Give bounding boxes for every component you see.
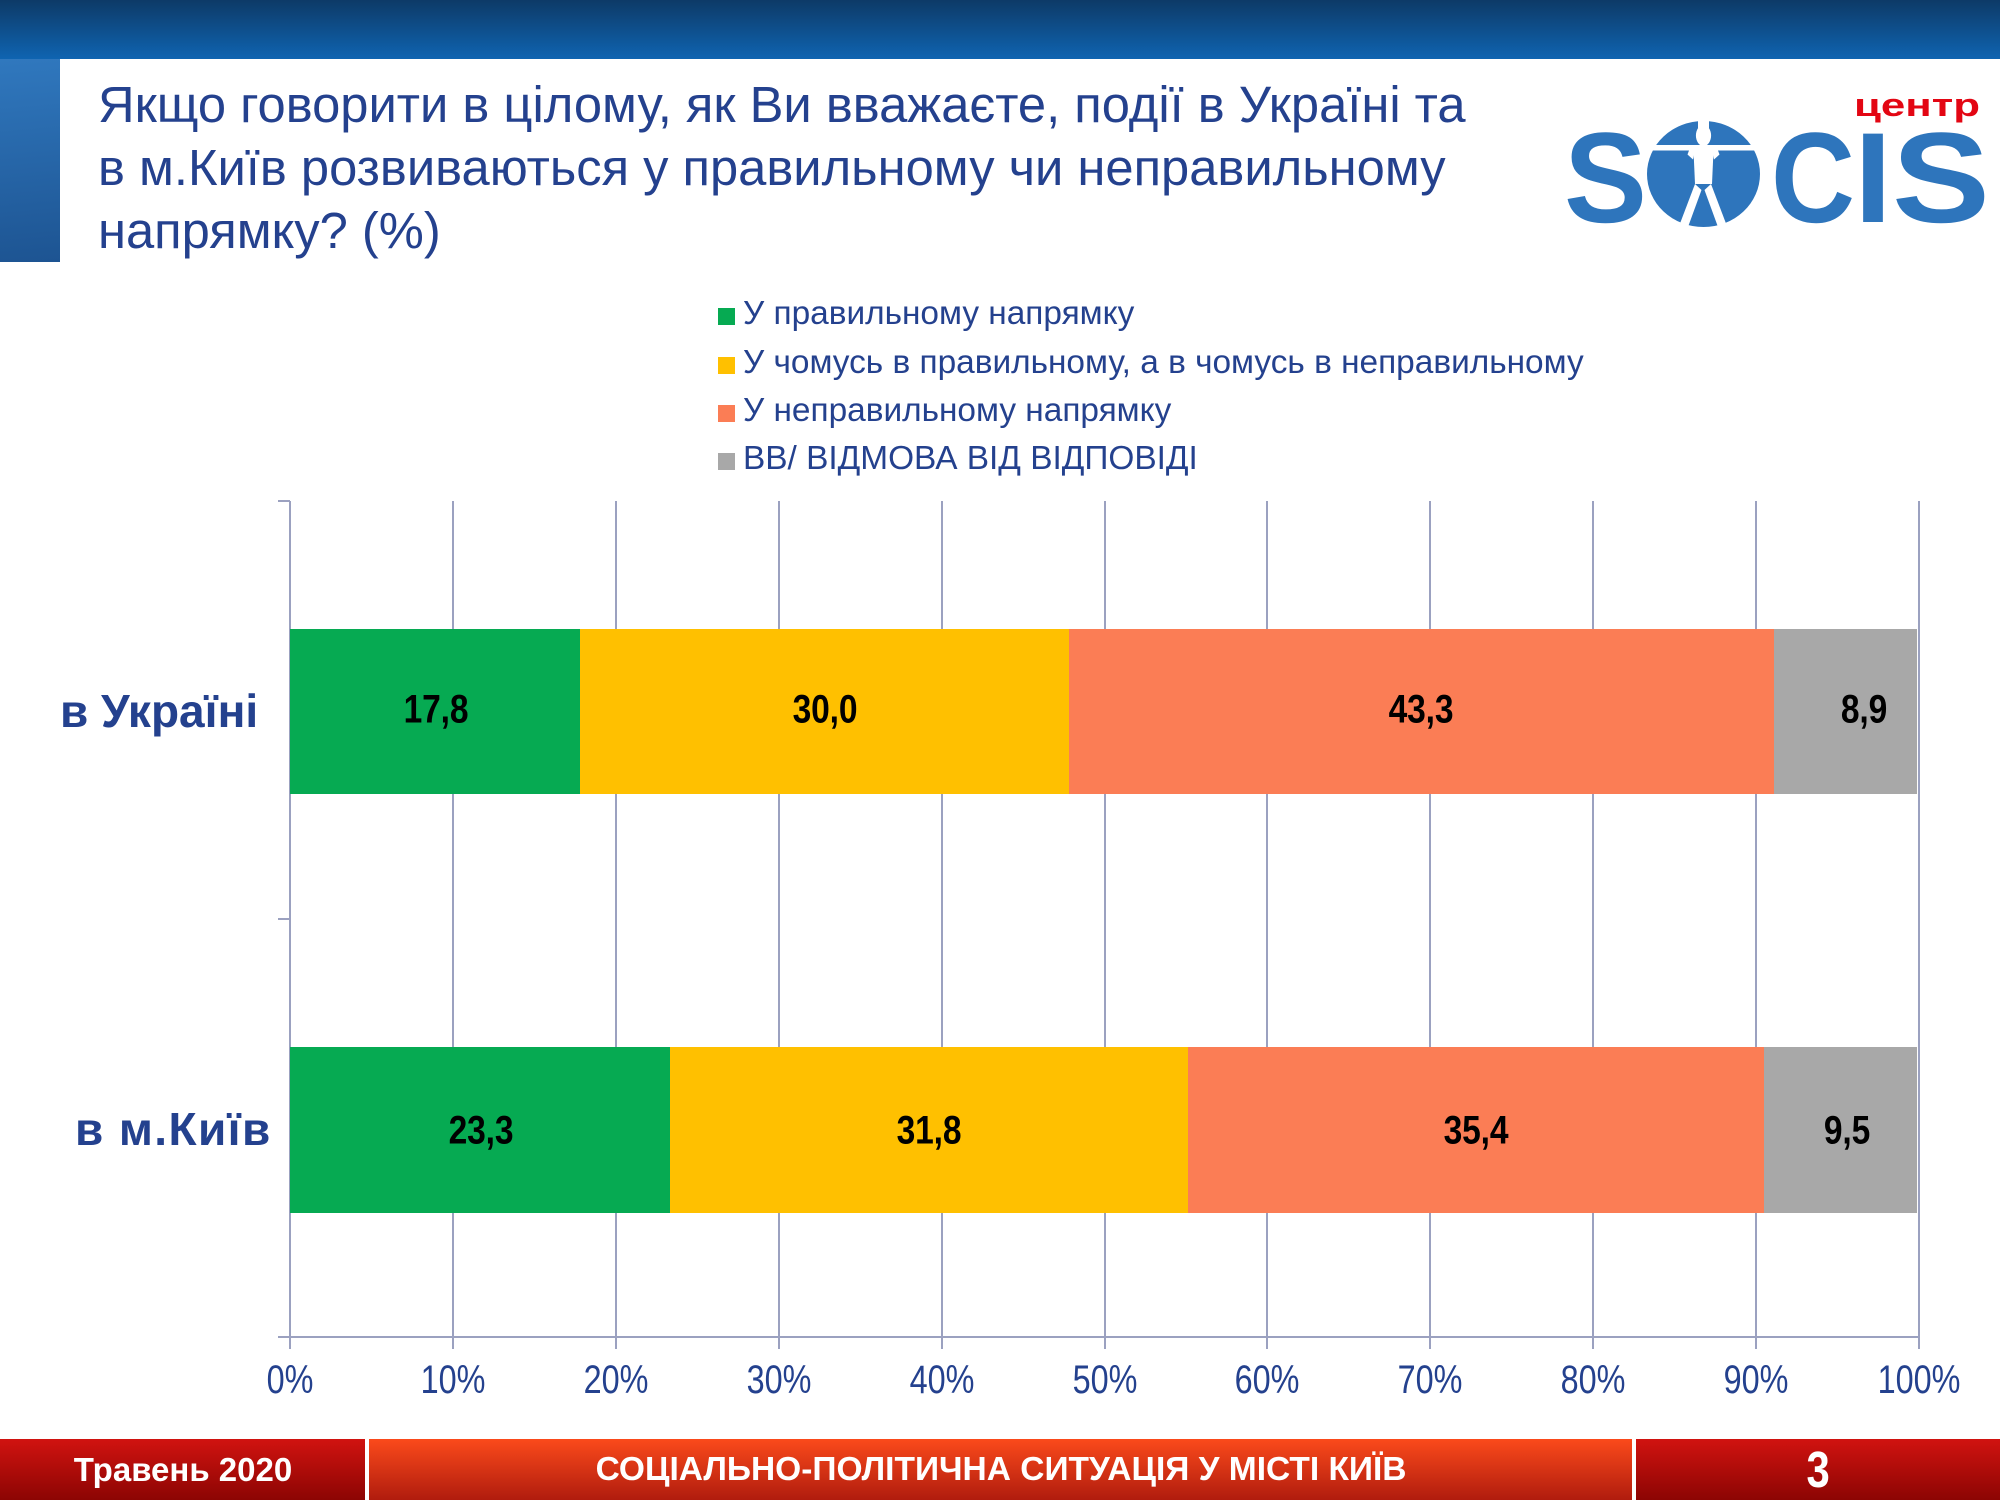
svg-text:C: C (1771, 107, 1855, 240)
svg-text:I: I (1854, 107, 1892, 240)
svg-text:центр: центр (1854, 88, 1980, 123)
svg-text:S: S (1892, 107, 1990, 240)
svg-text:S: S (1564, 107, 1647, 240)
